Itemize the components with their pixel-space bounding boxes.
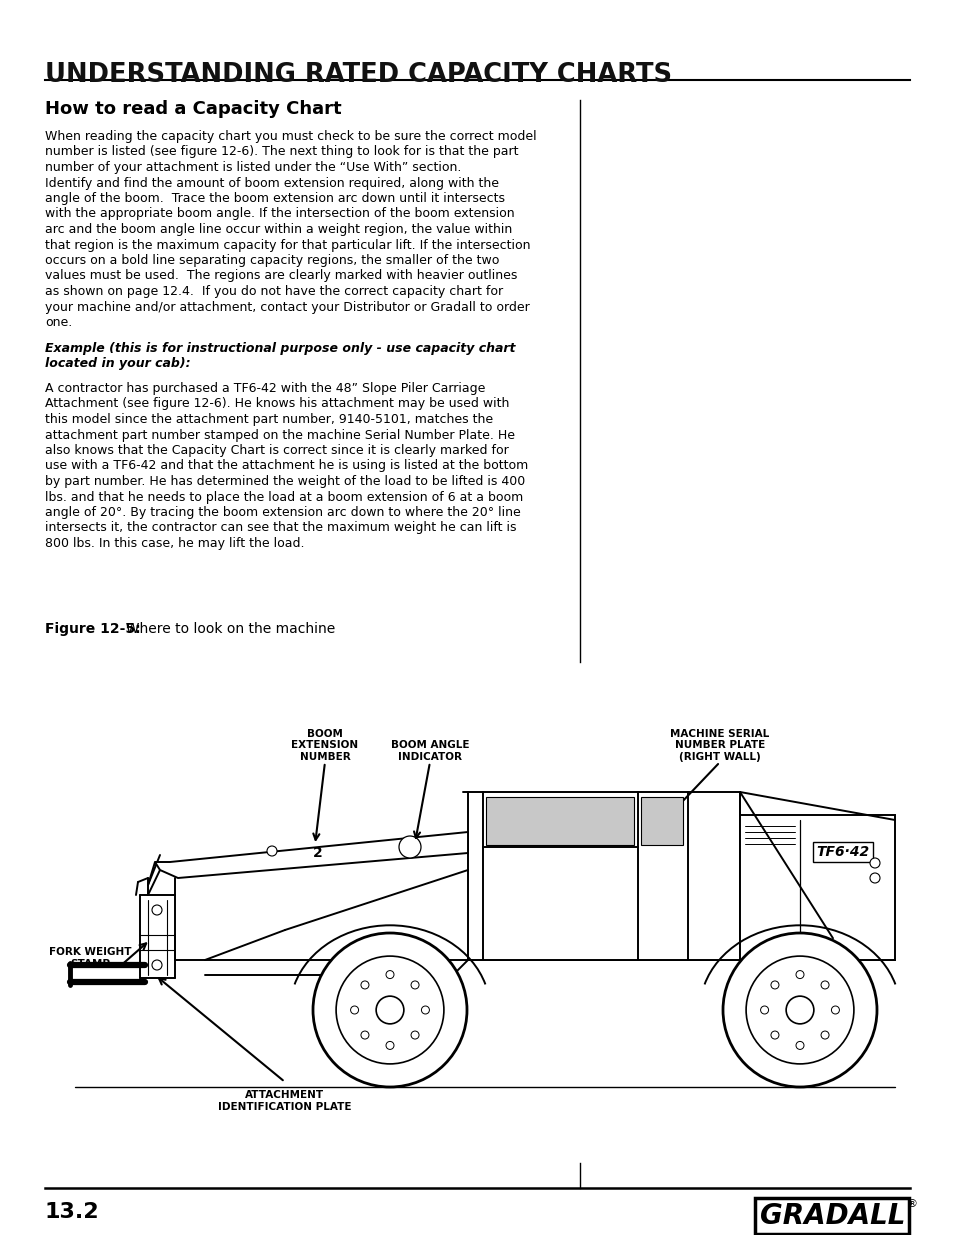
- Text: Figure 12-5:: Figure 12-5:: [45, 622, 140, 636]
- Circle shape: [831, 1007, 839, 1014]
- Bar: [468, 792, 740, 960]
- Text: 800 lbs. In this case, he may lift the load.: 800 lbs. In this case, he may lift the l…: [45, 537, 304, 550]
- Text: intersects it, the contractor can see that the maximum weight he can lift is: intersects it, the contractor can see th…: [45, 521, 516, 535]
- Text: Attachment (see figure 12-6). He knows his attachment may be used with: Attachment (see figure 12-6). He knows h…: [45, 398, 509, 410]
- Bar: [740, 815, 894, 960]
- Text: with the appropriate boom angle. If the intersection of the boom extension: with the appropriate boom angle. If the …: [45, 207, 514, 221]
- Text: located in your cab):: located in your cab):: [45, 357, 191, 370]
- Text: by part number. He has determined the weight of the load to be lifted is 400: by part number. He has determined the we…: [45, 475, 525, 488]
- Circle shape: [350, 1007, 358, 1014]
- Text: BOOM
EXTENSION
NUMBER: BOOM EXTENSION NUMBER: [291, 729, 358, 762]
- Text: number of your attachment is listed under the “Use With” section.: number of your attachment is listed unde…: [45, 161, 461, 174]
- Text: FORK WEIGHT
STAMP: FORK WEIGHT STAMP: [49, 947, 132, 968]
- Bar: [640, 797, 682, 845]
- Text: MACHINE SERIAL
NUMBER PLATE
(RIGHT WALL): MACHINE SERIAL NUMBER PLATE (RIGHT WALL): [670, 729, 769, 762]
- Text: values must be used.  The regions are clearly marked with heavier outlines: values must be used. The regions are cle…: [45, 269, 517, 283]
- Text: 2: 2: [313, 846, 322, 860]
- Circle shape: [821, 1031, 828, 1039]
- Circle shape: [360, 981, 369, 989]
- Text: this model since the attachment part number, 9140-5101, matches the: this model since the attachment part num…: [45, 412, 493, 426]
- Text: When reading the capacity chart you must check to be sure the correct model: When reading the capacity chart you must…: [45, 130, 536, 143]
- Circle shape: [421, 1007, 429, 1014]
- Circle shape: [745, 956, 853, 1063]
- Text: Example (this is for instructional purpose only - use capacity chart: Example (this is for instructional purpo…: [45, 342, 515, 354]
- Bar: [485, 797, 634, 845]
- Circle shape: [313, 932, 467, 1087]
- Text: one.: one.: [45, 316, 72, 329]
- Text: use with a TF6-42 and that the attachment he is using is listed at the bottom: use with a TF6-42 and that the attachmen…: [45, 459, 528, 473]
- Text: arc and the boom angle line occur within a weight region, the value within: arc and the boom angle line occur within…: [45, 224, 512, 236]
- Text: attachment part number stamped on the machine Serial Number Plate. He: attachment part number stamped on the ma…: [45, 429, 515, 441]
- Circle shape: [821, 981, 828, 989]
- Circle shape: [760, 1007, 768, 1014]
- Text: number is listed (see figure 12-6). The next thing to look for is that the part: number is listed (see figure 12-6). The …: [45, 146, 518, 158]
- Circle shape: [785, 997, 813, 1024]
- Text: angle of 20°. By tracing the boom extension arc down to where the 20° line: angle of 20°. By tracing the boom extens…: [45, 506, 520, 519]
- Circle shape: [869, 858, 879, 868]
- Text: also knows that the Capacity Chart is correct since it is clearly marked for: also knows that the Capacity Chart is co…: [45, 445, 508, 457]
- Circle shape: [375, 997, 403, 1024]
- Circle shape: [795, 1041, 803, 1050]
- Text: BOOM ANGLE
INDICATOR: BOOM ANGLE INDICATOR: [391, 741, 469, 762]
- Text: A contractor has purchased a TF6-42 with the 48” Slope Piler Carriage: A contractor has purchased a TF6-42 with…: [45, 382, 485, 395]
- Circle shape: [770, 1031, 779, 1039]
- Text: ATTACHMENT
IDENTIFICATION PLATE: ATTACHMENT IDENTIFICATION PLATE: [218, 1091, 352, 1112]
- Circle shape: [386, 1041, 394, 1050]
- Circle shape: [152, 960, 162, 969]
- Circle shape: [411, 981, 418, 989]
- Circle shape: [869, 873, 879, 883]
- Circle shape: [795, 971, 803, 978]
- Circle shape: [152, 905, 162, 915]
- Circle shape: [770, 981, 779, 989]
- Text: lbs. and that he needs to place the load at a boom extension of 6 at a boom: lbs. and that he needs to place the load…: [45, 490, 522, 504]
- Text: 13.2: 13.2: [45, 1202, 99, 1221]
- Circle shape: [411, 1031, 418, 1039]
- Text: your machine and/or attachment, contact your Distributor or Gradall to order: your machine and/or attachment, contact …: [45, 300, 529, 314]
- Text: Where to look on the machine: Where to look on the machine: [117, 622, 335, 636]
- Circle shape: [360, 1031, 369, 1039]
- Text: ®: ®: [906, 1199, 917, 1209]
- Text: angle of the boom.  Trace the boom extension arc down until it intersects: angle of the boom. Trace the boom extens…: [45, 191, 504, 205]
- Text: as shown on page 12.4.  If you do not have the correct capacity chart for: as shown on page 12.4. If you do not hav…: [45, 285, 502, 298]
- Circle shape: [722, 932, 876, 1087]
- Text: TF6·42: TF6·42: [816, 845, 868, 860]
- Circle shape: [267, 846, 276, 856]
- Text: How to read a Capacity Chart: How to read a Capacity Chart: [45, 100, 341, 119]
- Text: occurs on a bold line separating capacity regions, the smaller of the two: occurs on a bold line separating capacit…: [45, 254, 498, 267]
- Text: that region is the maximum capacity for that particular lift. If the intersectio: that region is the maximum capacity for …: [45, 238, 530, 252]
- Text: UNDERSTANDING RATED CAPACITY CHARTS: UNDERSTANDING RATED CAPACITY CHARTS: [45, 62, 672, 88]
- Text: GRADALL: GRADALL: [759, 1202, 904, 1230]
- Circle shape: [335, 956, 443, 1063]
- Circle shape: [398, 836, 420, 858]
- Polygon shape: [154, 832, 468, 878]
- Text: Identify and find the amount of boom extension required, along with the: Identify and find the amount of boom ext…: [45, 177, 498, 189]
- Circle shape: [386, 971, 394, 978]
